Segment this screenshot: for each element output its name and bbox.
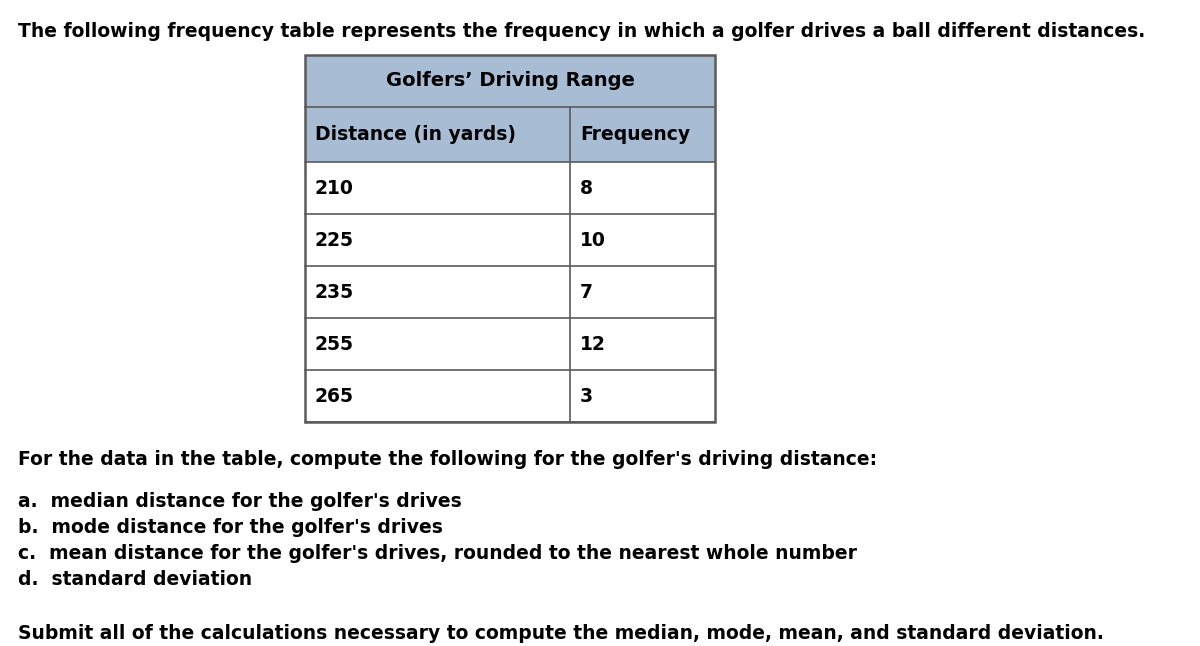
Text: The following frequency table represents the frequency in which a golfer drives : The following frequency table represents… [18, 22, 1145, 41]
Bar [305, 162, 715, 214]
Text: 235: 235 [314, 282, 354, 302]
Text: d.  standard deviation: d. standard deviation [18, 570, 252, 589]
Text: 265: 265 [314, 386, 354, 406]
Text: Frequency: Frequency [580, 125, 690, 144]
Text: 7: 7 [580, 282, 593, 302]
Text: Golfers’ Driving Range: Golfers’ Driving Range [385, 72, 635, 90]
Text: 225: 225 [314, 231, 354, 249]
Text: 10: 10 [580, 231, 606, 249]
Bar [305, 214, 715, 266]
Text: 255: 255 [314, 335, 354, 353]
Bar [305, 55, 715, 422]
Bar [305, 318, 715, 370]
Text: Distance (in yards): Distance (in yards) [314, 125, 516, 144]
Bar [305, 266, 715, 318]
Text: 210: 210 [314, 178, 354, 198]
Text: Submit all of the calculations necessary to compute the median, mode, mean, and : Submit all of the calculations necessary… [18, 624, 1104, 643]
Text: a.  median distance for the golfer's drives: a. median distance for the golfer's driv… [18, 492, 462, 511]
Bar [305, 107, 715, 162]
Text: b.  mode distance for the golfer's drives: b. mode distance for the golfer's drives [18, 518, 443, 537]
Text: 8: 8 [580, 178, 593, 198]
Text: c.  mean distance for the golfer's drives, rounded to the nearest whole number: c. mean distance for the golfer's drives… [18, 544, 857, 563]
Bar [305, 55, 715, 107]
Bar [305, 370, 715, 422]
Text: For the data in the table, compute the following for the golfer's driving distan: For the data in the table, compute the f… [18, 450, 877, 469]
Text: 12: 12 [580, 335, 606, 353]
Text: 3: 3 [580, 386, 593, 406]
